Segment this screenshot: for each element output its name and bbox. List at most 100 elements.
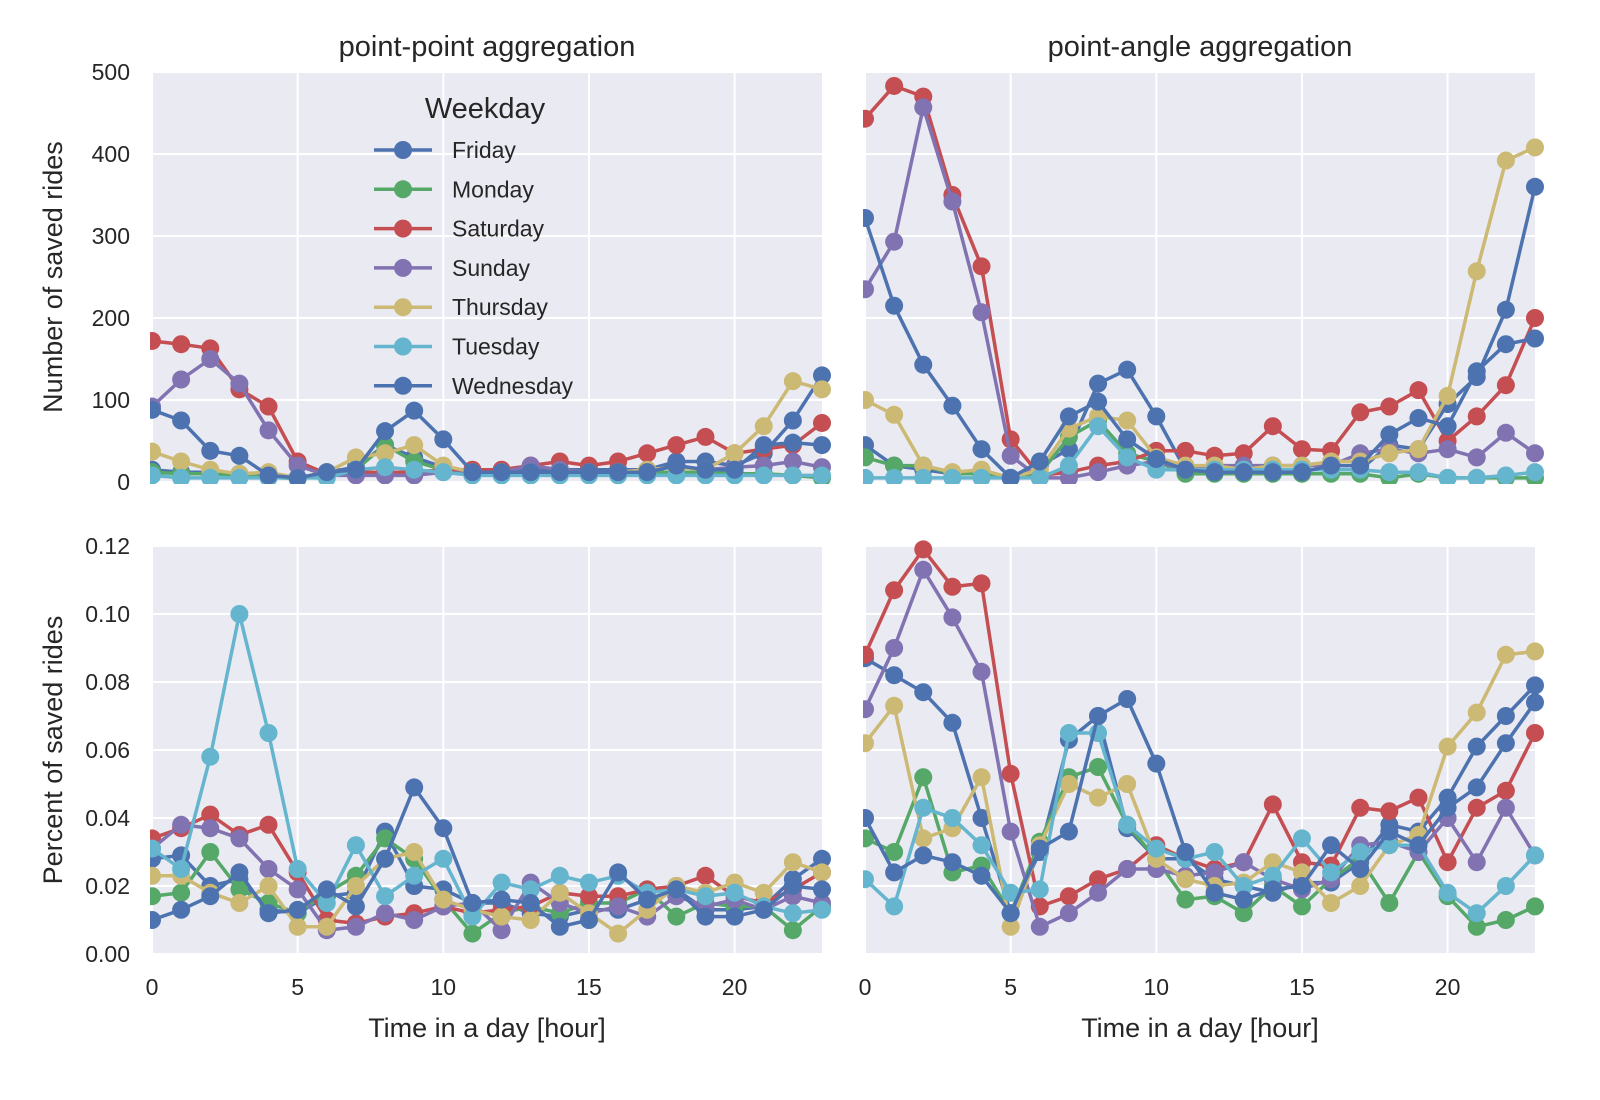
panel-3: 0 5 10 15 20 Time in a day [hour] xyxy=(859,540,1544,1043)
data-point-tuesday xyxy=(1118,815,1137,834)
data-point-monday xyxy=(1380,894,1399,912)
data-point-thursday xyxy=(863,734,874,753)
data-point-saturday xyxy=(1496,376,1515,395)
data-point-friday xyxy=(783,411,802,430)
panel-title: point-angle aggregation xyxy=(1048,31,1353,63)
data-point-wednesday xyxy=(1030,839,1049,858)
data-point-wednesday xyxy=(1205,463,1224,482)
series-tuesday xyxy=(863,724,1544,923)
data-point-wednesday xyxy=(609,863,628,882)
data-point-monday xyxy=(376,829,395,848)
data-point-sunday xyxy=(201,819,220,838)
legend-label: Wednesday xyxy=(452,373,574,399)
data-point-tuesday xyxy=(1409,463,1428,482)
data-point-tuesday xyxy=(943,468,962,484)
data-point-thursday xyxy=(1322,894,1341,912)
data-point-saturday xyxy=(1380,397,1399,416)
data-point-tuesday xyxy=(696,887,715,906)
data-point-saturday xyxy=(1526,724,1544,742)
data-point-monday xyxy=(1176,890,1195,909)
data-point-saturday xyxy=(972,257,991,276)
data-point-wednesday xyxy=(914,846,933,865)
data-point-wednesday xyxy=(1322,836,1341,855)
data-point-friday xyxy=(914,683,933,702)
data-point-thursday xyxy=(1001,917,1020,936)
data-point-thursday xyxy=(609,924,628,943)
series-wednesday xyxy=(150,778,831,936)
data-point-friday xyxy=(813,366,831,385)
data-point-wednesday xyxy=(813,880,831,899)
legend-marker xyxy=(394,376,412,395)
data-point-wednesday xyxy=(1030,452,1049,471)
data-point-thursday xyxy=(1496,151,1515,170)
data-point-thursday xyxy=(754,883,773,902)
data-point-tuesday xyxy=(1438,468,1457,484)
data-point-thursday xyxy=(783,372,802,391)
data-point-tuesday xyxy=(1118,448,1137,467)
data-point-wednesday xyxy=(972,440,991,459)
data-point-monday xyxy=(1292,897,1311,916)
data-point-tuesday xyxy=(725,883,744,902)
data-point-tuesday xyxy=(1147,839,1166,858)
data-point-thursday xyxy=(230,894,249,912)
data-point-wednesday xyxy=(1147,754,1166,773)
data-point-tuesday xyxy=(579,873,598,892)
data-point-saturday xyxy=(172,335,191,354)
data-point-friday xyxy=(972,809,991,827)
data-point-wednesday xyxy=(863,809,874,827)
data-point-sunday xyxy=(1496,798,1515,817)
data-point-saturday xyxy=(863,645,874,664)
data-point-sunday xyxy=(259,860,278,878)
data-point-tuesday xyxy=(885,897,904,916)
data-point-thursday xyxy=(813,380,831,399)
data-point-tuesday xyxy=(972,468,991,484)
data-point-sunday xyxy=(172,815,191,834)
data-point-thursday xyxy=(754,417,773,436)
data-point-tuesday xyxy=(405,460,424,479)
y-axis-label: Percent of saved rides xyxy=(38,616,68,885)
legend-label: Tuesday xyxy=(452,334,540,360)
data-point-wednesday xyxy=(259,904,278,923)
data-point-sunday xyxy=(1089,883,1108,902)
data-point-wednesday xyxy=(1351,456,1370,475)
data-point-wednesday xyxy=(667,456,686,475)
data-point-thursday xyxy=(1496,645,1515,664)
data-point-tuesday xyxy=(754,466,773,484)
data-point-tuesday xyxy=(972,836,991,855)
data-point-wednesday xyxy=(754,900,773,919)
data-point-wednesday xyxy=(579,463,598,482)
data-point-saturday xyxy=(1292,440,1311,459)
data-point-friday xyxy=(813,849,831,868)
data-point-tuesday xyxy=(1001,883,1020,902)
data-point-wednesday xyxy=(521,463,540,482)
data-point-monday xyxy=(783,921,802,940)
data-point-sunday xyxy=(288,880,307,899)
y-tick-label: 300 xyxy=(92,223,130,249)
data-point-monday xyxy=(885,843,904,861)
data-point-wednesday xyxy=(1292,877,1311,895)
data-point-wednesday xyxy=(1176,843,1195,861)
data-point-wednesday xyxy=(230,446,249,465)
data-point-wednesday xyxy=(1496,734,1515,753)
data-point-wednesday xyxy=(434,819,453,838)
legend-entry-sunday: Sunday xyxy=(374,255,531,281)
data-point-saturday xyxy=(1496,781,1515,800)
data-point-monday xyxy=(172,883,191,902)
data-point-wednesday xyxy=(1118,690,1137,708)
data-point-tuesday xyxy=(1467,468,1486,484)
data-point-wednesday xyxy=(609,463,628,482)
y-tick-label: 100 xyxy=(92,387,130,413)
data-point-thursday xyxy=(972,768,991,787)
data-point-wednesday xyxy=(1059,822,1078,841)
data-point-wednesday xyxy=(783,433,802,452)
legend-marker xyxy=(394,258,412,277)
series-line-saturday xyxy=(863,84,1537,478)
legend-entry-thursday: Thursday xyxy=(374,294,548,320)
data-point-tuesday xyxy=(317,894,336,912)
data-point-thursday xyxy=(317,917,336,936)
data-point-sunday xyxy=(230,374,249,393)
data-point-tuesday xyxy=(1438,883,1457,902)
data-point-monday xyxy=(863,829,874,848)
data-point-sunday xyxy=(1059,904,1078,923)
data-point-wednesday xyxy=(150,400,161,419)
